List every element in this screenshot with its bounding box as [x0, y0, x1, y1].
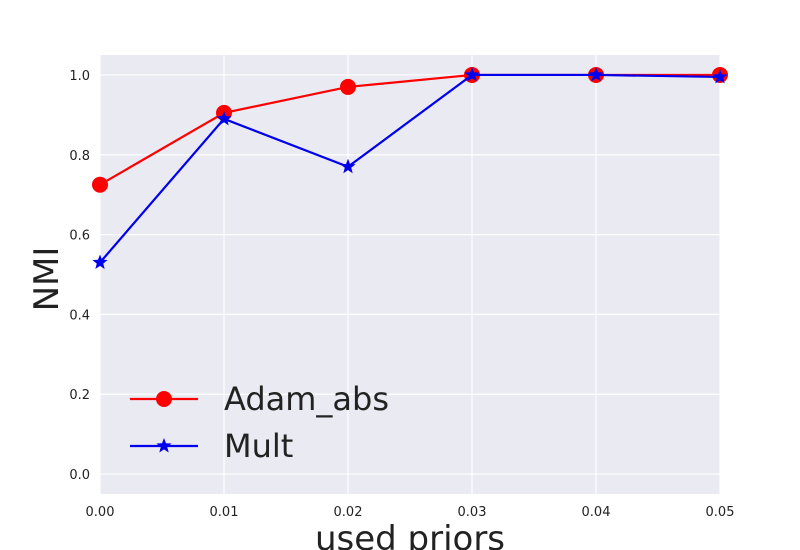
y-tick-label: 0.4 — [69, 308, 90, 323]
data-point-star — [216, 110, 232, 126]
y-tick-labels: 0.0 0.2 0.4 0.6 0.8 1.0 — [69, 69, 90, 483]
data-point-circle — [92, 176, 108, 193]
data-point-star — [340, 158, 356, 174]
series-line — [99, 73, 721, 264]
legend-marker-circle — [156, 391, 172, 407]
legend: Adam_abs Mult — [130, 380, 389, 465]
data-point-circle — [340, 78, 356, 95]
data-point-star — [712, 68, 728, 84]
y-tick-label: 0.2 — [69, 388, 90, 403]
x-tick-label: 0.01 — [210, 505, 239, 520]
y-tick-label: 0.8 — [69, 149, 90, 164]
x-tick-label: 0.03 — [458, 505, 487, 520]
grid-lines — [99, 55, 721, 494]
series-mult — [92, 66, 728, 269]
x-tick-label: 0.04 — [582, 505, 611, 520]
y-axis-label: NMI — [27, 247, 67, 312]
x-tick-label: 0.02 — [334, 505, 363, 520]
y-tick-label: 1.0 — [69, 69, 90, 84]
data-point-star — [464, 66, 480, 82]
series-lines — [92, 66, 728, 269]
data-point-star — [92, 254, 108, 269]
plot-background — [100, 55, 720, 494]
y-tick-label: 0.0 — [69, 468, 90, 483]
legend-item: Adam_abs — [130, 380, 389, 418]
x-axis-label: used priors — [315, 519, 505, 550]
legend-label: Mult — [224, 427, 293, 465]
x-tick-label: 0.05 — [706, 505, 735, 520]
x-tick-label: 0.00 — [86, 505, 115, 520]
legend-label: Adam_abs — [224, 380, 389, 418]
y-tick-label: 0.6 — [69, 229, 90, 244]
legend-item: Mult — [130, 427, 293, 465]
x-tick-labels: 0.00 0.01 0.02 0.03 0.04 0.05 — [86, 505, 735, 520]
legend-marker-star — [156, 438, 172, 453]
data-point-star — [588, 66, 604, 82]
